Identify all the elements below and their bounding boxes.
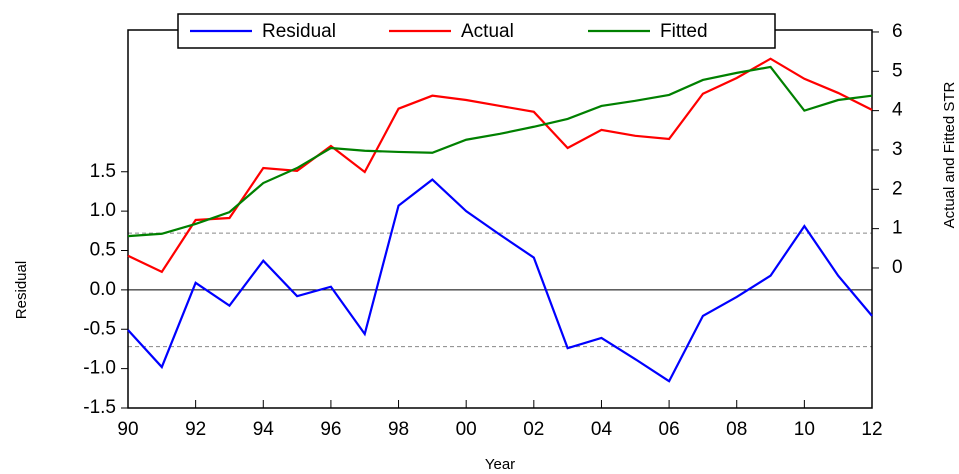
legend-label: Actual (461, 21, 514, 42)
y-tick-label: -1.5 (83, 397, 116, 418)
y2-tick-label: 3 (892, 139, 903, 160)
x-tick-label: 06 (659, 419, 680, 440)
plot-frame (127, 29, 873, 409)
y2-axis-label: Actual and Fitted STR (941, 81, 958, 228)
y-tick-label: 0.5 (90, 240, 116, 261)
y2-tick-label: 6 (892, 21, 903, 42)
x-tick-label: 00 (456, 419, 477, 440)
x-tick-label: 08 (726, 419, 747, 440)
x-tick-label: 02 (523, 419, 544, 440)
series-line (127, 65, 873, 238)
y2-tick-label: 2 (892, 178, 903, 199)
x-tick-label: 04 (591, 419, 613, 440)
x-tick-label: 90 (117, 419, 138, 440)
y2-tick-label: 4 (892, 100, 903, 121)
series-line (127, 178, 873, 383)
series-line (127, 57, 873, 274)
y2-tick-label: 0 (892, 257, 903, 278)
y2-tick-label: 1 (892, 218, 903, 239)
x-tick-label: 98 (388, 419, 409, 440)
x-tick-label: 92 (185, 419, 206, 440)
legend-box (177, 13, 776, 49)
x-tick-label: 10 (794, 419, 815, 440)
x-tick-label: 94 (253, 419, 275, 440)
x-axis-label: Year (485, 456, 515, 473)
legend-label: Residual (262, 21, 336, 42)
legend-label: Fitted (660, 21, 708, 42)
y2-tick-label: 5 (892, 60, 903, 81)
x-tick-label: 96 (320, 419, 341, 440)
y-tick-label: 1.0 (90, 200, 116, 221)
y-tick-label: -0.5 (83, 318, 116, 339)
y-tick-label: 0.0 (90, 279, 116, 300)
y-axis-label: Residual (13, 261, 30, 319)
y-tick-label: 1.5 (90, 161, 116, 182)
x-tick-label: 12 (861, 419, 882, 440)
y-tick-label: -1.0 (83, 358, 116, 379)
